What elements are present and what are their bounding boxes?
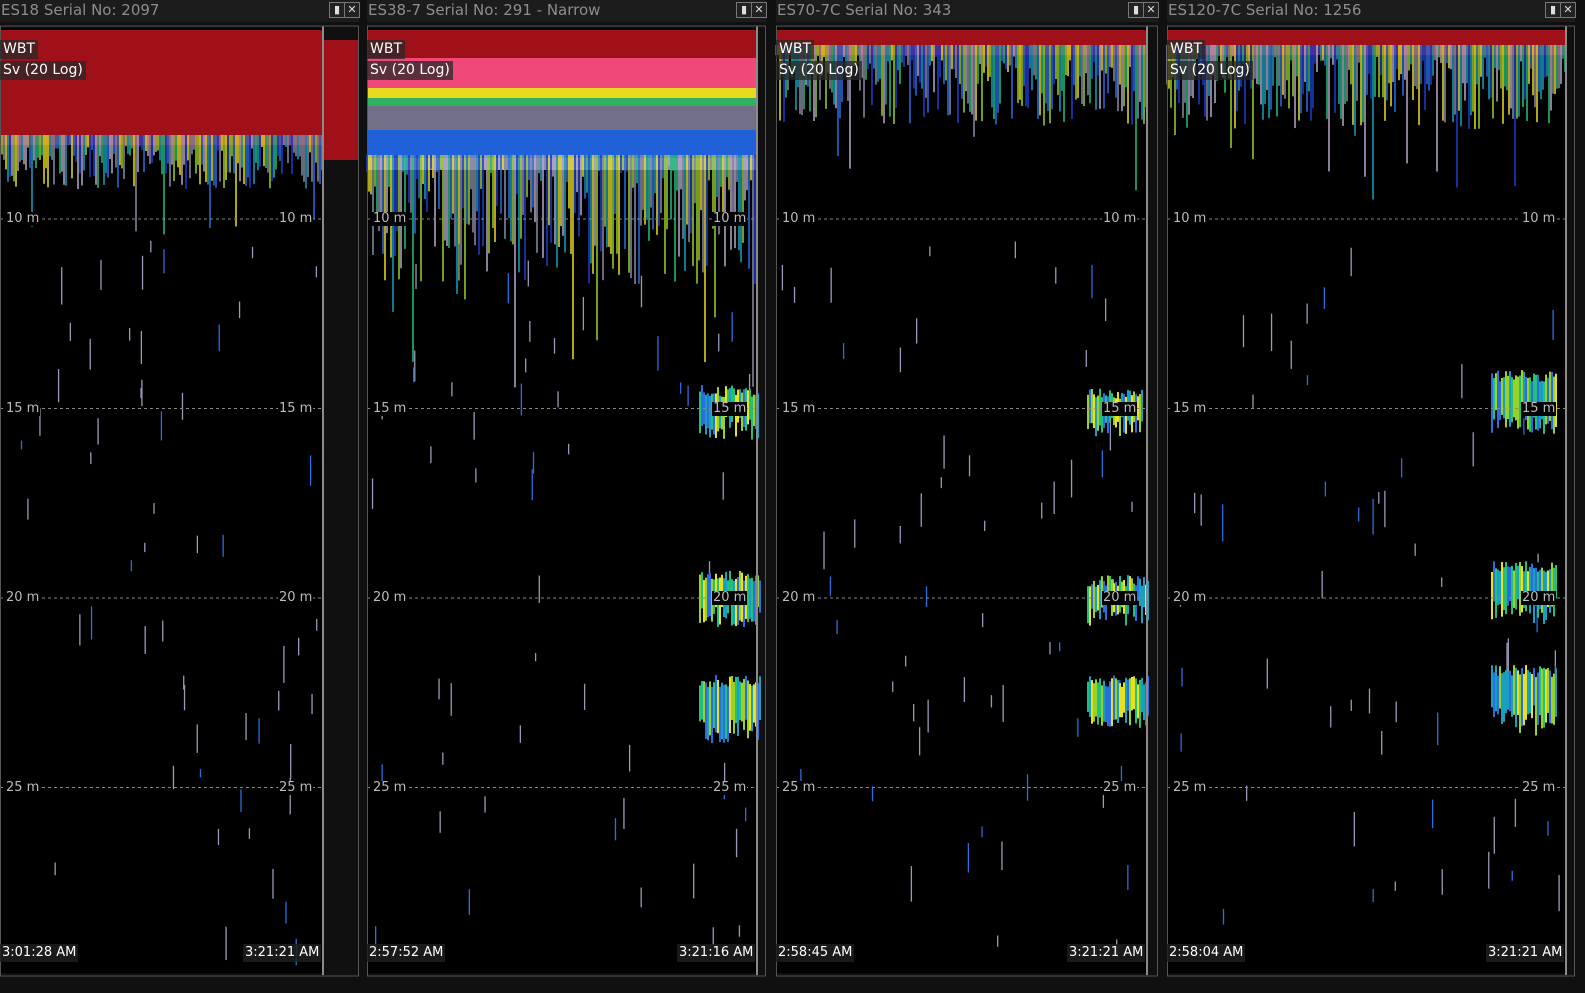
depth-label-right: 15 m [1102,400,1138,416]
depth-label-left: 25 m [372,779,408,795]
echogram-background [367,28,757,973]
depth-label-right: 25 m [712,779,748,795]
pin-button[interactable]: ▮ [1545,2,1561,18]
echogram-background [1167,28,1566,973]
depth-label-right: 15 m [1521,400,1557,416]
pin-button[interactable]: ▮ [1128,2,1144,18]
depth-label-right: 10 m [1521,211,1557,226]
depth-label-left: 20 m [781,590,817,605]
channel-label: WBT [367,40,405,59]
depth-label-right: 15 m [278,400,314,416]
channel-label: WBT [0,40,38,59]
title-bar [1167,0,1575,22]
surface-layer [367,98,757,106]
depth-label-left: 20 m [5,590,41,605]
echogram-background [0,28,323,973]
variable-label: Sv (20 Log) [0,61,86,80]
depth-label-right: 25 m [1102,779,1138,795]
depth-label-left: 20 m [372,590,408,605]
variable-label: Sv (20 Log) [367,61,453,80]
depth-label-right: 20 m [712,590,748,605]
surface-layer [367,130,757,158]
depth-label-right: 20 m [1521,590,1557,605]
surface-band [367,30,757,58]
panel-title: ES120-7C Serial No: 1256 [1168,1,1362,19]
depth-label-right: 10 m [1102,211,1138,226]
depth-label-left: 15 m [372,400,408,416]
depth-label-right: 10 m [278,211,314,226]
depth-label-right: 20 m [278,590,314,605]
depth-label-right: 10 m [712,211,748,226]
end-time: 3:21:21 AM [1067,944,1146,962]
channel-label: WBT [1167,40,1205,59]
depth-label-right: 15 m [712,400,748,416]
depth-label-right: 25 m [1521,779,1557,795]
close-button[interactable]: ✕ [1560,2,1576,18]
depth-label-right: 20 m [1102,590,1138,605]
pin-button[interactable]: ▮ [329,2,345,18]
close-button[interactable]: ✕ [344,2,360,18]
start-time: 3:01:28 AM [0,944,79,962]
start-time: 2:58:04 AM [1167,944,1246,962]
panel-frame [1167,25,1575,977]
channel-label: WBT [776,40,814,59]
depth-label-left: 25 m [1172,779,1208,795]
title-bar [367,0,766,22]
variable-label: Sv (20 Log) [776,61,862,80]
pin-button[interactable]: ▮ [736,2,752,18]
start-time: 2:58:45 AM [776,944,855,962]
surface-band [0,30,323,145]
depth-label-left: 15 m [1172,400,1208,416]
panel-title: ES38-7 Serial No: 291 - Narrow [368,1,601,19]
surface-layer [367,106,757,130]
depth-label-left: 15 m [5,400,41,416]
variable-label: Sv (20 Log) [1167,61,1253,80]
depth-label-left: 15 m [781,400,817,416]
surface-band [323,40,359,160]
depth-label-left: 10 m [372,211,408,226]
depth-label-left: 25 m [781,779,817,795]
panel-title: ES18 Serial No: 2097 [1,1,160,19]
end-time: 3:21:16 AM [677,944,756,962]
depth-label-left: 10 m [5,211,41,226]
panel-frame [776,25,1158,977]
panel-frame [367,25,766,977]
title-bar [776,0,1158,22]
start-time: 2:57:52 AM [367,944,446,962]
depth-label-left: 10 m [781,211,817,226]
title-bar [0,0,359,22]
depth-label-left: 25 m [5,779,41,795]
end-time: 3:21:21 AM [1486,944,1565,962]
echogram-background [776,28,1147,973]
close-button[interactable]: ✕ [1143,2,1159,18]
close-button[interactable]: ✕ [751,2,767,18]
panel-frame [0,25,359,977]
surface-layer [367,88,757,98]
depth-label-right: 25 m [278,779,314,795]
panel-title: ES70-7C Serial No: 343 [777,1,952,19]
depth-label-left: 10 m [1172,211,1208,226]
end-time: 3:21:21 AM [243,944,322,962]
depth-label-left: 20 m [1172,590,1208,605]
